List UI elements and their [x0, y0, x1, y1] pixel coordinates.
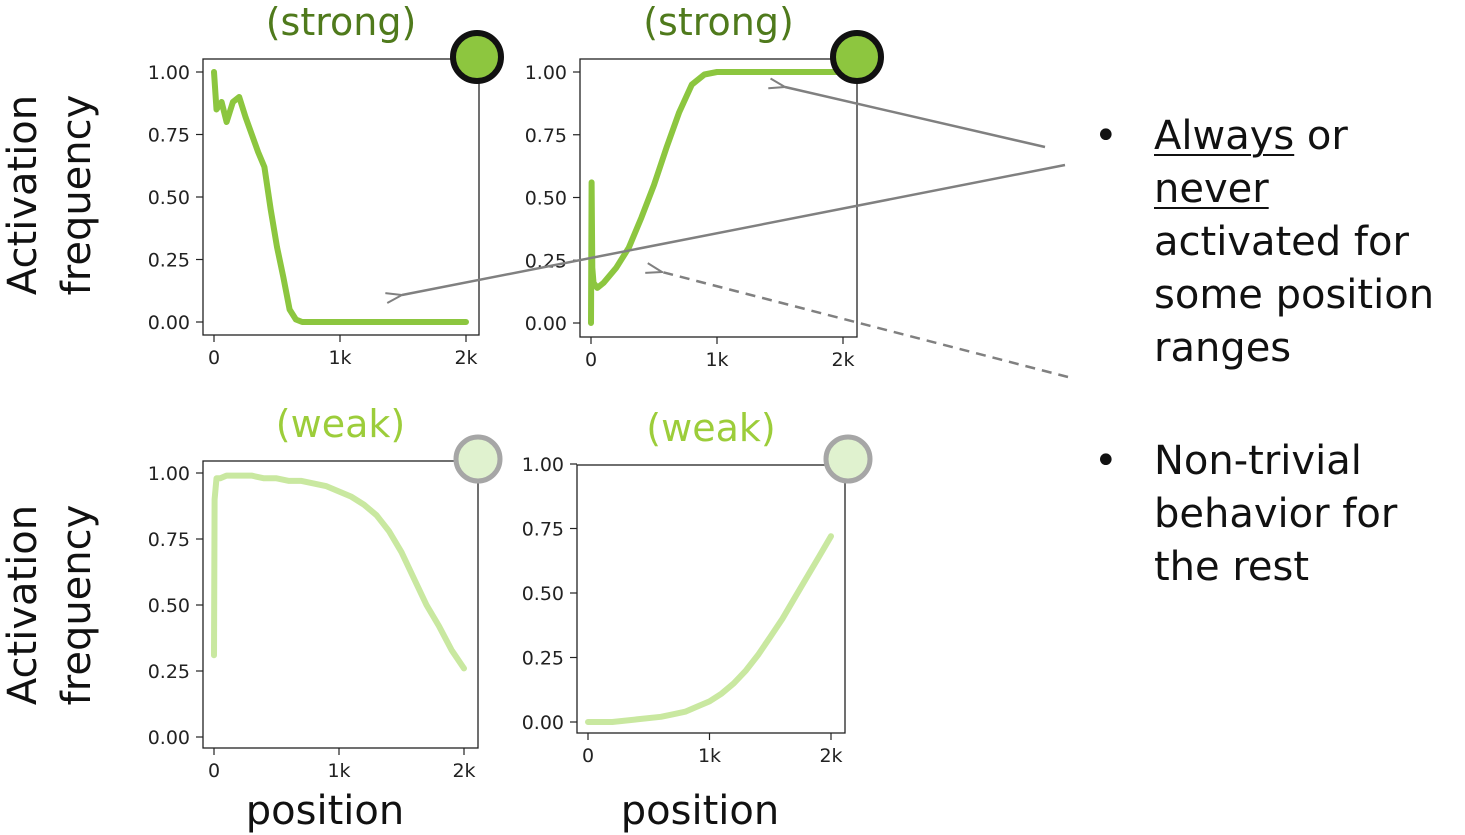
- series-line: [585, 533, 834, 725]
- series-line: [588, 69, 846, 326]
- x-tick-label: 1k: [698, 745, 721, 767]
- y-tick-label: 0.50: [148, 187, 190, 209]
- x-tick-label: 1k: [705, 349, 728, 371]
- xlabel-right: position: [621, 788, 779, 834]
- plot-frame: [579, 58, 858, 338]
- y-tick-label: 0.00: [148, 727, 190, 749]
- x-tick-label: 0: [208, 760, 220, 782]
- y-tick-label: 0.50: [525, 188, 567, 210]
- y-tick-label: 0.25: [522, 648, 564, 670]
- y-tick-label: 0.75: [148, 125, 190, 147]
- ylabel-top-line1: Activation: [0, 95, 46, 295]
- series-line: [211, 69, 469, 325]
- panel-weak-right: 0.00 0.25 0.50 0.75 1.00 0 1k 2k (weak): [522, 406, 873, 767]
- y-tick-label: 0.00: [148, 312, 190, 334]
- y-tick-label: 0.25: [525, 250, 567, 272]
- series-line: [211, 472, 467, 672]
- x-tick-label: 2k: [452, 760, 475, 782]
- ylabel-bottom-line1: Activation: [0, 505, 46, 705]
- y-tick-label: 0.75: [148, 529, 190, 551]
- plot-frame: [202, 58, 480, 336]
- y-tick-label: 1.00: [148, 463, 190, 485]
- bullet-non-trivial: Non-trivial behavior for the rest: [1090, 435, 1465, 594]
- y-tick-label: 1.00: [148, 62, 190, 84]
- y-tick-label: 0.00: [522, 712, 564, 734]
- word-always: Always: [1154, 113, 1295, 159]
- y-tick-label: 0.50: [522, 583, 564, 605]
- plot-frame: [576, 464, 846, 734]
- arrow-always-active: [785, 87, 1046, 149]
- bullet-list: Always or never activated for some posit…: [1090, 110, 1465, 594]
- x-tick-label: 0: [208, 347, 220, 369]
- strength-indicator-strong: [450, 30, 504, 84]
- y-tick-label: 0.50: [148, 595, 190, 617]
- word-never: never: [1154, 166, 1269, 212]
- plot-frame: [202, 460, 479, 749]
- panel-title: (weak): [646, 406, 775, 450]
- arrow-non-trivial: [662, 272, 1069, 379]
- y-tick-label: 0.25: [148, 250, 190, 272]
- ylabel-bottom-line2: frequency: [54, 505, 100, 706]
- y-tick-label: 0.75: [525, 125, 567, 147]
- bullet-always-never: Always or never activated for some posit…: [1090, 110, 1465, 375]
- panel-title: (strong): [643, 0, 794, 44]
- x-tick-label: 2k: [831, 349, 854, 371]
- y-tick-label: 0.75: [522, 519, 564, 541]
- panel-title: (weak): [276, 402, 405, 446]
- x-tick-label: 2k: [819, 745, 842, 767]
- strength-indicator-strong: [830, 30, 884, 84]
- bullet-1-rest: activated for some position ranges: [1154, 219, 1435, 371]
- strength-indicator-weak: [453, 434, 503, 484]
- x-tick-label: 1k: [328, 347, 351, 369]
- ylabel-top-line2: frequency: [54, 95, 100, 296]
- arrow-never-active: [402, 163, 1066, 295]
- x-tick-label: 0: [582, 745, 594, 767]
- panel-title: (strong): [266, 0, 417, 44]
- x-tick-label: 2k: [454, 347, 477, 369]
- panel-strong-right: 0.00 0.25 0.50 0.75 1.00 0 1k 2k (strong): [525, 0, 884, 371]
- panel-weak-left: 0.00 0.25 0.50 0.75 1.00 0 1k 2k (weak): [148, 402, 503, 782]
- panel-strong-left: 0.00 0.25 0.50 0.75 1.00 0 1k 2k (strong): [148, 0, 504, 369]
- word-or: or: [1294, 113, 1348, 159]
- x-tick-label: 0: [585, 349, 597, 371]
- x-tick-label: 1k: [327, 760, 350, 782]
- y-tick-label: 0.00: [525, 313, 567, 335]
- y-tick-label: 1.00: [522, 454, 564, 476]
- bullet-2-text: Non-trivial behavior for the rest: [1154, 438, 1398, 590]
- xlabel-left: position: [246, 788, 404, 834]
- strength-indicator-weak: [823, 434, 873, 484]
- y-tick-label: 0.25: [148, 661, 190, 683]
- y-tick-label: 1.00: [525, 62, 567, 84]
